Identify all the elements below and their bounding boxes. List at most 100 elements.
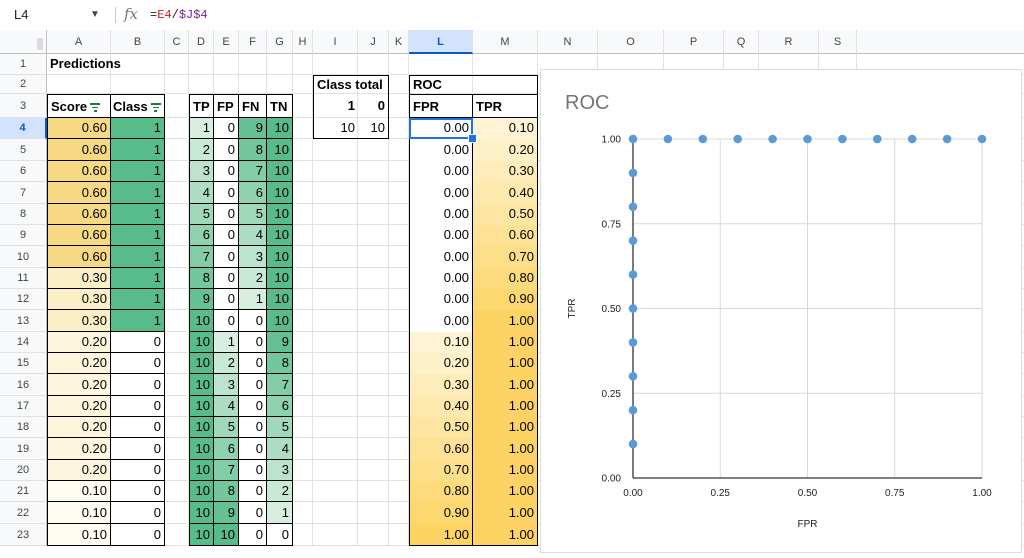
row-header-6[interactable]: 6 xyxy=(0,161,47,182)
confusion-cell[interactable]: 10 xyxy=(189,310,214,332)
confusion-cell[interactable]: 0 xyxy=(214,310,239,332)
roc-table-title[interactable]: ROC xyxy=(409,75,538,94)
tpr-cell[interactable]: 0.90 xyxy=(473,289,538,310)
row-header-12[interactable]: 12 xyxy=(0,289,47,310)
confusion-cell[interactable]: 2 xyxy=(267,481,293,502)
class-cell[interactable]: 0 xyxy=(111,460,165,481)
confusion-cell[interactable]: 10 xyxy=(267,225,293,246)
row-header-5[interactable]: 5 xyxy=(0,139,47,161)
fpr-cell[interactable]: 0.30 xyxy=(409,374,473,396)
row-header-11[interactable]: 11 xyxy=(0,268,47,289)
column-header-o[interactable]: O xyxy=(598,30,664,54)
confusion-cell[interactable]: 0 xyxy=(239,332,267,353)
confusion-cell[interactable]: 0 xyxy=(214,204,239,225)
fpr-cell[interactable]: 0.00 xyxy=(409,310,473,332)
column-header-k[interactable]: K xyxy=(389,30,409,54)
name-box[interactable]: L4 xyxy=(14,7,29,22)
class-header[interactable]: Class xyxy=(111,94,165,118)
class-cell[interactable]: 1 xyxy=(111,310,165,332)
row-header-23[interactable]: 23 xyxy=(0,524,47,546)
score-cell[interactable]: 0.10 xyxy=(47,524,111,546)
confusion-cell[interactable]: 7 xyxy=(239,161,267,182)
class-cell[interactable]: 0 xyxy=(111,417,165,438)
class-cell[interactable]: 1 xyxy=(111,139,165,161)
row-header-13[interactable]: 13 xyxy=(0,310,47,332)
row-header-21[interactable]: 21 xyxy=(0,481,47,502)
confusion-cell[interactable]: 5 xyxy=(214,417,239,438)
confusion-cell[interactable]: 10 xyxy=(189,332,214,353)
class-cell[interactable]: 0 xyxy=(111,374,165,396)
score-cell[interactable]: 0.60 xyxy=(47,225,111,246)
score-cell[interactable]: 0.60 xyxy=(47,139,111,161)
class-cell[interactable]: 0 xyxy=(111,438,165,460)
column-header-d[interactable]: D xyxy=(189,30,214,54)
score-header[interactable]: Score xyxy=(47,94,111,118)
confusion-cell[interactable]: 7 xyxy=(214,460,239,481)
column-header-e[interactable]: E xyxy=(214,30,239,54)
confusion-cell[interactable]: 8 xyxy=(189,268,214,289)
column-header-q[interactable]: Q xyxy=(724,30,759,54)
score-cell[interactable]: 0.30 xyxy=(47,310,111,332)
class-total-header[interactable]: 1 xyxy=(313,94,358,118)
class-cell[interactable]: 0 xyxy=(111,481,165,502)
tpr-cell[interactable]: 0.20 xyxy=(473,139,538,161)
tpr-header[interactable]: TPR xyxy=(473,94,538,118)
column-header-h[interactable]: H xyxy=(293,30,313,54)
roc-chart[interactable]: ROC 0.00 0.25 0.50 0.75 1.00 0.00 0.25 0.50 0.75… xyxy=(540,69,1022,553)
confusion-cell[interactable]: 0 xyxy=(239,310,267,332)
tpr-cell[interactable]: 0.70 xyxy=(473,246,538,268)
confusion-cell[interactable]: 9 xyxy=(189,289,214,310)
score-cell[interactable]: 0.60 xyxy=(47,204,111,225)
confusion-cell[interactable]: 0 xyxy=(214,268,239,289)
score-cell[interactable]: 0.30 xyxy=(47,289,111,310)
tpr-cell[interactable]: 1.00 xyxy=(473,524,538,546)
class-cell[interactable]: 1 xyxy=(111,289,165,310)
confusion-cell[interactable]: 0 xyxy=(214,182,239,204)
fpr-cell[interactable]: 0.40 xyxy=(409,396,473,417)
chevron-down-icon[interactable]: ▼ xyxy=(90,9,100,20)
fpr-cell[interactable]: 1.00 xyxy=(409,524,473,546)
tpr-cell[interactable]: 1.00 xyxy=(473,460,538,481)
class-cell[interactable]: 1 xyxy=(111,225,165,246)
confusion-cell[interactable]: 8 xyxy=(239,139,267,161)
fpr-cell[interactable]: 0.00 xyxy=(409,289,473,310)
confusion-cell[interactable]: 10 xyxy=(267,204,293,225)
fill-handle[interactable] xyxy=(468,134,477,143)
fpr-cell[interactable]: 0.70 xyxy=(409,460,473,481)
row-header-3[interactable]: 3 xyxy=(0,94,47,118)
fpr-cell[interactable]: 0.50 xyxy=(409,417,473,438)
score-cell[interactable]: 0.60 xyxy=(47,161,111,182)
tpr-cell[interactable]: 0.50 xyxy=(473,204,538,225)
confusion-cell[interactable]: 2 xyxy=(189,139,214,161)
score-cell[interactable]: 0.10 xyxy=(47,481,111,502)
confusion-cell[interactable]: 6 xyxy=(239,182,267,204)
confusion-cell[interactable]: 3 xyxy=(267,460,293,481)
confusion-cell[interactable]: 10 xyxy=(267,182,293,204)
confusion-cell[interactable]: 10 xyxy=(267,268,293,289)
class-total-value[interactable]: 10 xyxy=(358,118,389,139)
confusion-cell[interactable]: 0 xyxy=(239,417,267,438)
confusion-cell[interactable]: 4 xyxy=(239,225,267,246)
fpr-header[interactable]: FPR xyxy=(409,94,473,118)
select-all-corner[interactable] xyxy=(0,30,47,54)
fpr-cell[interactable]: 0.00 xyxy=(409,204,473,225)
fpr-cell[interactable]: 0.00 xyxy=(409,268,473,289)
fpr-cell[interactable]: 0.00 xyxy=(409,139,473,161)
tpr-cell[interactable]: 0.10 xyxy=(473,118,538,139)
fpr-cell[interactable]: 0.60 xyxy=(409,438,473,460)
confusion-cell[interactable]: 0 xyxy=(239,353,267,374)
tpr-cell[interactable]: 0.40 xyxy=(473,182,538,204)
column-header-l[interactable]: L xyxy=(409,30,473,54)
row-header-19[interactable]: 19 xyxy=(0,438,47,460)
fpr-cell[interactable]: 0.00 xyxy=(409,182,473,204)
column-header-a[interactable]: A xyxy=(47,30,111,54)
tpr-cell[interactable]: 1.00 xyxy=(473,438,538,460)
confusion-cell[interactable]: 10 xyxy=(267,289,293,310)
confusion-cell[interactable]: 10 xyxy=(189,502,214,524)
confusion-cell[interactable]: 5 xyxy=(189,204,214,225)
class-total-title[interactable]: Class total xyxy=(313,75,389,94)
class-total-header[interactable]: 0 xyxy=(358,94,389,118)
confusion-cell[interactable]: 7 xyxy=(189,246,214,268)
confusion-cell[interactable]: 4 xyxy=(189,182,214,204)
confusion-cell[interactable]: 0 xyxy=(267,524,293,546)
